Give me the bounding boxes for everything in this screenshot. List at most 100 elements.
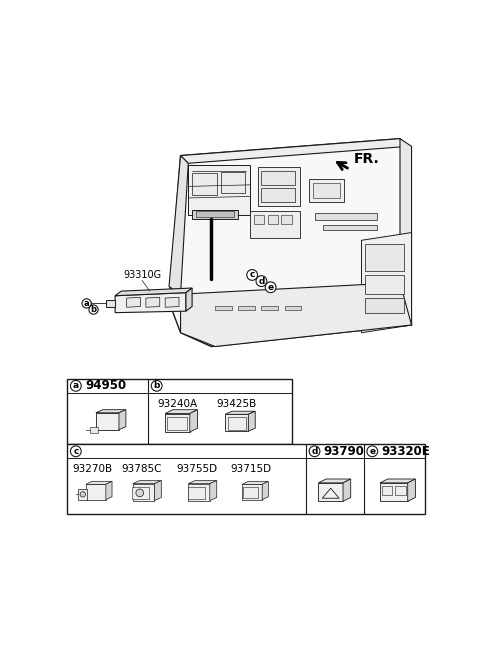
Bar [192, 210, 238, 219]
Bar [254, 215, 264, 224]
Polygon shape [146, 297, 160, 307]
Bar [281, 215, 292, 224]
Bar [365, 275, 404, 294]
Bar [196, 211, 234, 217]
Bar [250, 211, 300, 238]
Bar [323, 225, 377, 229]
Polygon shape [133, 483, 155, 500]
Circle shape [82, 299, 91, 308]
Circle shape [136, 489, 144, 496]
Bar [262, 171, 295, 185]
Polygon shape [180, 283, 411, 346]
Bar [365, 244, 404, 271]
Polygon shape [106, 301, 115, 307]
Polygon shape [408, 479, 415, 501]
Bar [188, 487, 205, 499]
Text: c: c [73, 447, 79, 456]
Bar [396, 486, 406, 495]
Text: 93270B: 93270B [72, 464, 112, 474]
Polygon shape [127, 297, 141, 307]
Polygon shape [115, 293, 186, 312]
Polygon shape [380, 479, 415, 483]
Polygon shape [343, 479, 351, 501]
Circle shape [265, 282, 276, 293]
Bar [168, 417, 188, 430]
Bar [78, 489, 87, 500]
Text: 93790: 93790 [324, 445, 365, 458]
Bar [382, 486, 392, 495]
Circle shape [71, 381, 81, 391]
Circle shape [71, 446, 81, 457]
Polygon shape [86, 485, 106, 500]
Text: 93755D: 93755D [176, 464, 217, 474]
Circle shape [256, 276, 267, 286]
Polygon shape [400, 139, 411, 325]
Text: 93320E: 93320E [382, 445, 430, 458]
Text: d: d [258, 276, 264, 286]
Text: c: c [250, 271, 255, 280]
Circle shape [247, 270, 258, 280]
Text: 93715D: 93715D [230, 464, 271, 474]
Polygon shape [119, 409, 126, 430]
Bar [267, 215, 278, 224]
Polygon shape [180, 139, 408, 163]
Text: 93785C: 93785C [121, 464, 162, 474]
Polygon shape [225, 415, 248, 431]
Bar [238, 306, 255, 310]
Text: 93240A: 93240A [157, 399, 198, 409]
Circle shape [80, 492, 85, 497]
Polygon shape [169, 156, 188, 294]
Circle shape [151, 381, 162, 391]
Bar [228, 417, 246, 430]
Bar [285, 306, 301, 310]
Polygon shape [242, 481, 268, 485]
Bar [262, 306, 278, 310]
Text: 93310G: 93310G [123, 271, 161, 280]
Text: 93425B: 93425B [216, 399, 257, 409]
Polygon shape [133, 481, 161, 483]
Bar [258, 167, 300, 206]
Polygon shape [186, 288, 192, 311]
Bar [221, 172, 245, 193]
Circle shape [89, 305, 98, 314]
Circle shape [367, 446, 378, 457]
Bar [365, 298, 404, 314]
Polygon shape [318, 483, 343, 501]
Bar [315, 214, 377, 219]
Bar [188, 165, 250, 215]
Circle shape [309, 446, 320, 457]
Polygon shape [380, 483, 408, 501]
Bar [313, 183, 340, 198]
Text: d: d [312, 447, 318, 456]
Polygon shape [96, 413, 119, 430]
Bar [243, 487, 258, 498]
Polygon shape [188, 481, 217, 483]
Polygon shape [169, 139, 411, 346]
Bar [67, 444, 425, 514]
Bar [90, 428, 98, 433]
Bar [132, 487, 149, 499]
Polygon shape [165, 297, 179, 307]
Polygon shape [210, 481, 217, 500]
Bar [215, 306, 232, 310]
Text: FR.: FR. [354, 153, 380, 166]
Text: a: a [73, 381, 79, 390]
Polygon shape [318, 479, 351, 483]
Polygon shape [242, 485, 262, 500]
Text: a: a [84, 299, 89, 308]
Polygon shape [248, 411, 255, 431]
Polygon shape [165, 409, 197, 413]
Bar [67, 379, 292, 444]
Text: b: b [154, 381, 160, 390]
Polygon shape [190, 409, 197, 432]
Polygon shape [165, 413, 190, 432]
Polygon shape [361, 233, 411, 333]
Text: e: e [267, 283, 274, 291]
Bar [309, 179, 344, 202]
Polygon shape [188, 483, 210, 500]
Polygon shape [225, 411, 255, 415]
Polygon shape [106, 481, 112, 500]
Polygon shape [155, 481, 161, 500]
Polygon shape [86, 481, 112, 485]
Polygon shape [115, 288, 192, 296]
